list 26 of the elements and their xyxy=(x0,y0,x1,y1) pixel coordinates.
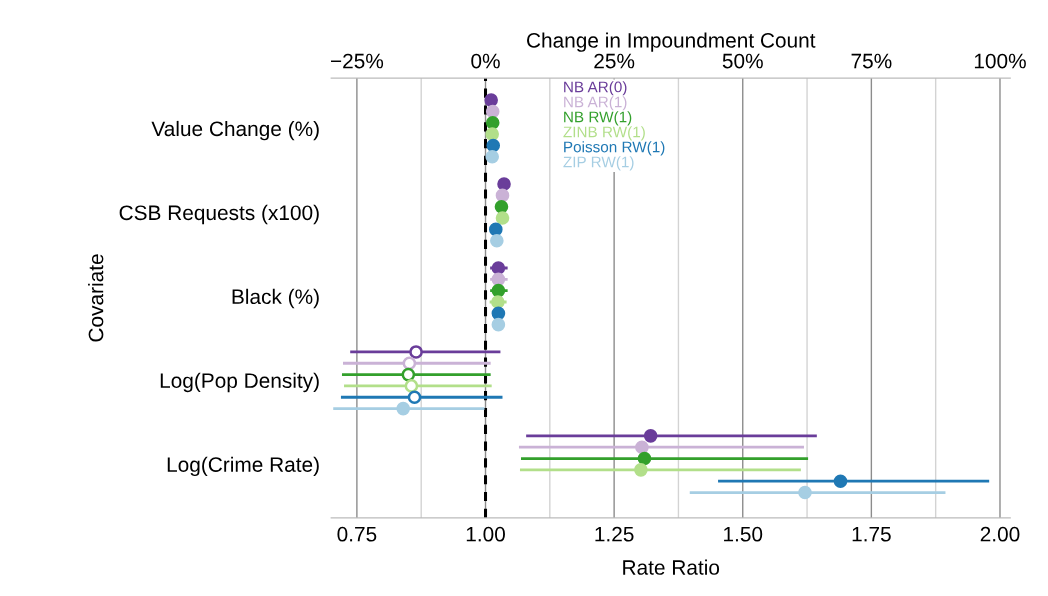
x-tick-label: 1.75 xyxy=(852,527,891,542)
y-tick-label: Value Change (%) xyxy=(151,120,319,141)
text: NB RW(1) xyxy=(564,111,632,126)
y-tick-label: Black (%) xyxy=(232,288,319,309)
y-tick-label: CSB Requests (x100) xyxy=(119,204,319,225)
text: Poisson RW(1) xyxy=(564,141,665,156)
x2-tick-label: 50% xyxy=(722,53,763,69)
x-tick-label: 1.25 xyxy=(595,526,634,542)
x-tick-label: 2.00 xyxy=(980,526,1020,542)
y-tick-label: Log(Crime Rate) xyxy=(167,456,319,477)
text: NB AR(0) xyxy=(564,81,627,96)
x-axis-title: Rate Ratio xyxy=(623,559,720,575)
y-axis-title: Covariate xyxy=(88,254,104,342)
y-tick-label: Log(Pop Density) xyxy=(160,372,319,393)
x2-axis-title: Change in Impoundment Count xyxy=(527,32,816,52)
x2-tick-label: 100% xyxy=(974,53,1026,69)
text: NB AR(1) xyxy=(564,96,627,111)
x-tick-label: 1.50 xyxy=(724,526,763,542)
x-tick-label: 1.00 xyxy=(466,526,505,542)
text: ZINB RW(1) xyxy=(563,126,645,141)
text: ZIP RW(1) xyxy=(563,156,634,171)
x2-tick-label: −25% xyxy=(330,53,384,69)
x2-tick-label: 25% xyxy=(594,53,635,69)
x2-tick-label: 0% xyxy=(471,53,500,69)
x-tick-label: 0.75 xyxy=(337,526,377,542)
x2-tick-label: 75% xyxy=(851,53,892,69)
